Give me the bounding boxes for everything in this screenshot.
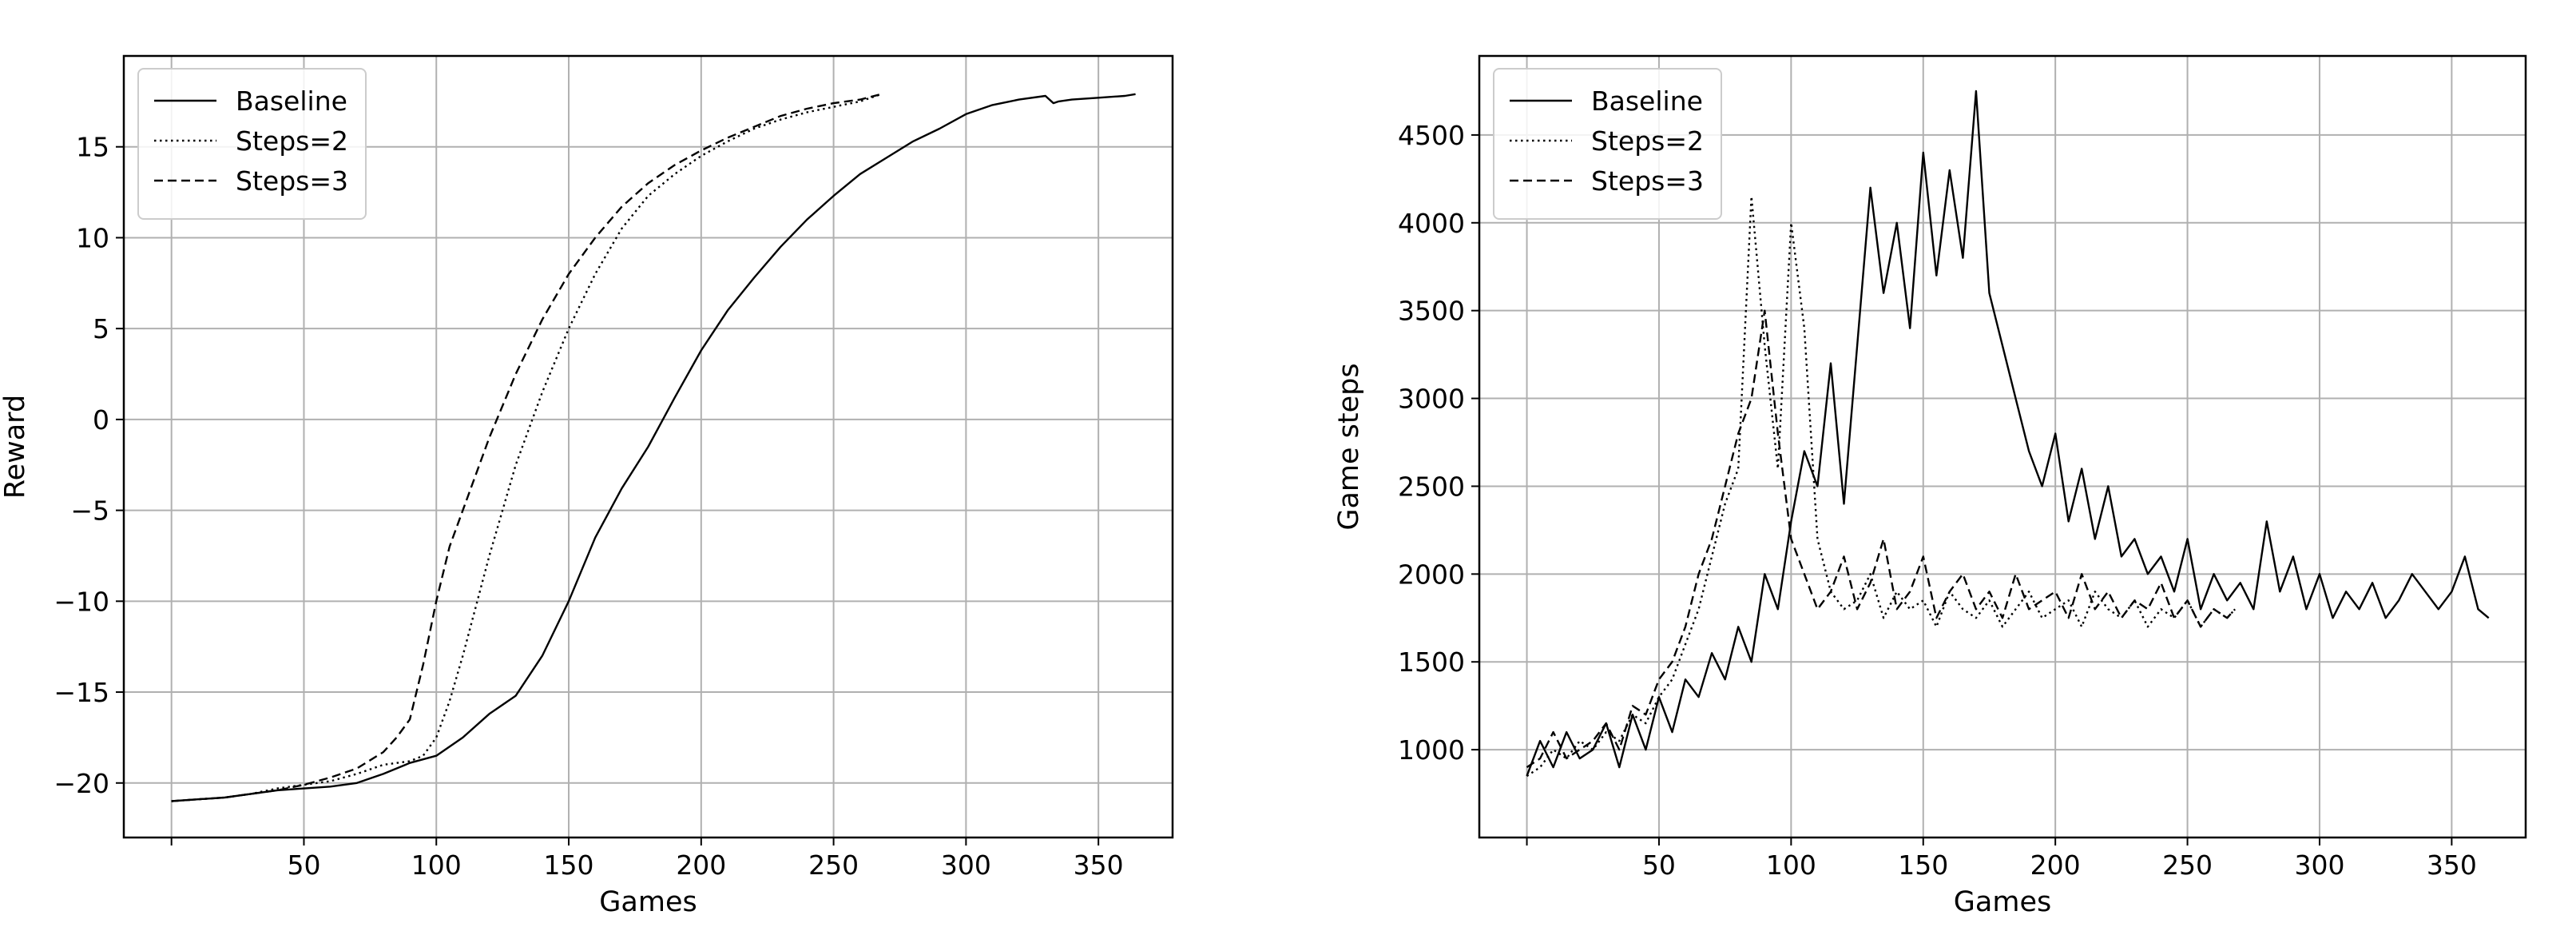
plot-frame <box>122 54 1174 839</box>
series-lines <box>1526 90 2490 778</box>
x-axis-label: Games <box>599 886 697 918</box>
x-tick-label: 250 <box>808 849 859 881</box>
y-tick-label: 5 <box>93 313 109 344</box>
y-tick-label: 15 <box>76 132 109 163</box>
x-tick-label: 200 <box>676 849 726 881</box>
legend: Baseline Steps=2 Steps=3 <box>1493 68 1722 220</box>
y-tick-label: 10 <box>76 222 109 253</box>
series-line-steps-2 <box>1526 195 2236 778</box>
series-line-baseline <box>1526 90 2490 777</box>
axis-ticks: 50 100 150 200 250 300 350 −20 −15 −10 −5 0 5 10 15 <box>54 132 1123 881</box>
x-tick-label: 350 <box>1074 849 1124 881</box>
y-tick-label: 1000 <box>1398 734 1465 766</box>
x-tick-label: 200 <box>2030 849 2081 881</box>
y-tick-label: 3500 <box>1398 296 1465 327</box>
y-tick-label: 2500 <box>1398 471 1465 502</box>
x-tick-label: 250 <box>2162 849 2213 881</box>
y-tick-label: −10 <box>54 586 109 617</box>
legend-label: Steps=3 <box>236 165 348 197</box>
series-line-baseline <box>171 93 1136 802</box>
x-tick-label: 350 <box>2427 849 2477 881</box>
axis-ticks: 50 100 150 200 250 300 350 1000 1500 2000 2500 3000… <box>1398 120 2477 881</box>
y-tick-label: −20 <box>54 768 109 799</box>
reward-chart: 50 100 150 200 250 300 350 −20 −15 −10 −5 0 5 10 15 Gam… <box>0 54 1174 918</box>
series-line-steps-3 <box>171 93 882 802</box>
legend: Baseline Steps=2 Steps=3 <box>137 68 367 220</box>
x-tick-label: 300 <box>941 849 991 881</box>
x-tick-label: 100 <box>411 849 462 881</box>
grid-lines <box>1479 56 2526 838</box>
y-axis-label: Reward <box>0 395 31 499</box>
legend-label: Steps=2 <box>1591 125 1704 157</box>
series-lines <box>171 93 1136 802</box>
x-tick-label: 150 <box>544 849 594 881</box>
y-tick-label: 4500 <box>1398 120 1465 151</box>
x-tick-label: 50 <box>1642 849 1676 881</box>
y-axis-label: Game steps <box>1333 363 1365 530</box>
y-tick-label: −15 <box>54 677 109 708</box>
plot-frame <box>1478 54 2527 839</box>
x-axis-label: Games <box>1954 886 2051 918</box>
x-tick-label: 50 <box>287 849 320 881</box>
game-steps-chart: 50 100 150 200 250 300 350 1000 1500 2000 2500 3000… <box>1333 54 2527 918</box>
y-tick-label: 4000 <box>1398 208 1465 239</box>
legend-label: Baseline <box>236 86 347 117</box>
y-tick-label: −5 <box>70 495 109 527</box>
series-line-steps-3 <box>1526 309 2236 769</box>
x-tick-label: 300 <box>2294 849 2344 881</box>
legend-label: Steps=2 <box>236 125 348 157</box>
y-tick-label: 2000 <box>1398 559 1465 590</box>
x-tick-label: 100 <box>1766 849 1816 881</box>
x-tick-label: 150 <box>1898 849 1948 881</box>
grid-lines <box>124 56 1173 838</box>
y-tick-label: 3000 <box>1398 384 1465 415</box>
legend-label: Steps=3 <box>1591 165 1704 197</box>
y-tick-label: 1500 <box>1398 647 1465 678</box>
y-tick-label: 0 <box>93 404 109 436</box>
legend-label: Baseline <box>1591 86 1703 117</box>
